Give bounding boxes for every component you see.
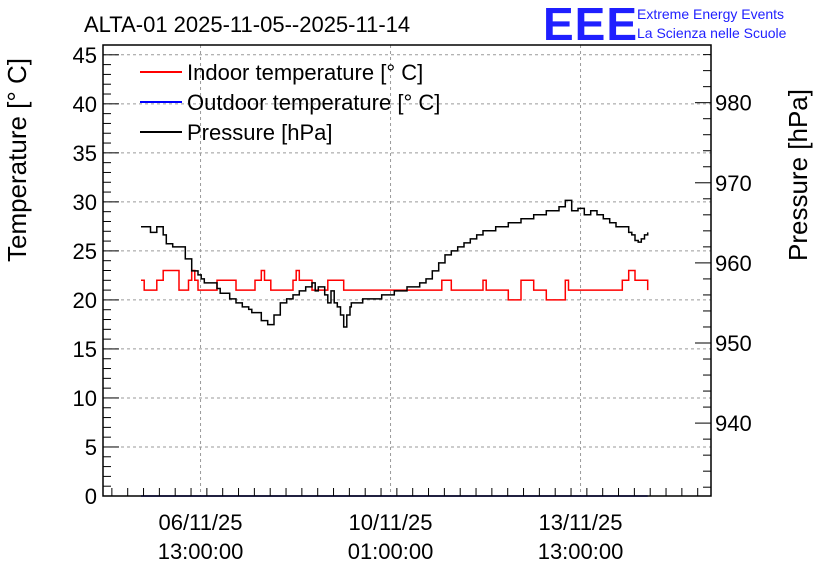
- y-left-tick-label: 35: [73, 141, 97, 166]
- y-right-tick-label: 980: [715, 91, 752, 116]
- y-left-tick-label: 15: [73, 337, 97, 362]
- y-right-axis-title: Pressure [hPa]: [783, 89, 813, 261]
- series-layer: [141, 199, 649, 497]
- y-left-tick-label: 30: [73, 190, 97, 215]
- eee-logo: EEE Extreme Energy Events La Scienza nel…: [543, 0, 787, 50]
- y-right-tick-label: 970: [715, 171, 752, 196]
- x-tick-label-date: 06/11/25: [159, 510, 243, 535]
- y-left-tick-label: 25: [73, 239, 97, 264]
- y-left-tick-label: 45: [73, 43, 97, 68]
- y-left-tick-label: 0: [85, 484, 97, 509]
- chart-title: ALTA-01 2025-11-05--2025-11-14: [84, 12, 410, 37]
- logo-line1: Extreme Energy Events: [637, 6, 784, 22]
- x-tick-label-time: 13:00:00: [538, 539, 624, 564]
- legend-label-1: Outdoor temperature [° C]: [187, 90, 440, 115]
- x-tick-label-time: 13:00:00: [158, 539, 244, 564]
- x-tick-label-date: 10/11/25: [349, 510, 433, 535]
- y-right-tick-label: 940: [715, 411, 752, 436]
- logo-line2: La Scienza nelle Scuole: [637, 25, 787, 41]
- y-left-tick-label: 10: [73, 386, 97, 411]
- y-left-tick-label: 5: [85, 435, 97, 460]
- y-right-tick-label: 950: [715, 331, 752, 356]
- axes: 0 5 10 15 20 25 30 35 40 45 940 950 960 970 980 06/11/2…: [73, 43, 752, 564]
- legend-label-2: Pressure [hPa]: [187, 120, 333, 145]
- x-tick-label-time: 01:00:00: [348, 539, 434, 564]
- logo-mark: EEE: [543, 0, 638, 50]
- y-right-tick-label: 960: [715, 251, 752, 276]
- x-tick-label-date: 13/11/25: [539, 510, 623, 535]
- legend: Indoor temperature [° C] Outdoor temperat…: [140, 60, 440, 145]
- y-left-axis-title: Temperature [° C]: [2, 58, 32, 262]
- y-left-tick-label: 40: [73, 92, 97, 117]
- grid-lines: [103, 45, 711, 496]
- y-left-tick-label: 20: [73, 288, 97, 313]
- series-line-2: [141, 199, 649, 328]
- legend-label-0: Indoor temperature [° C]: [187, 60, 423, 85]
